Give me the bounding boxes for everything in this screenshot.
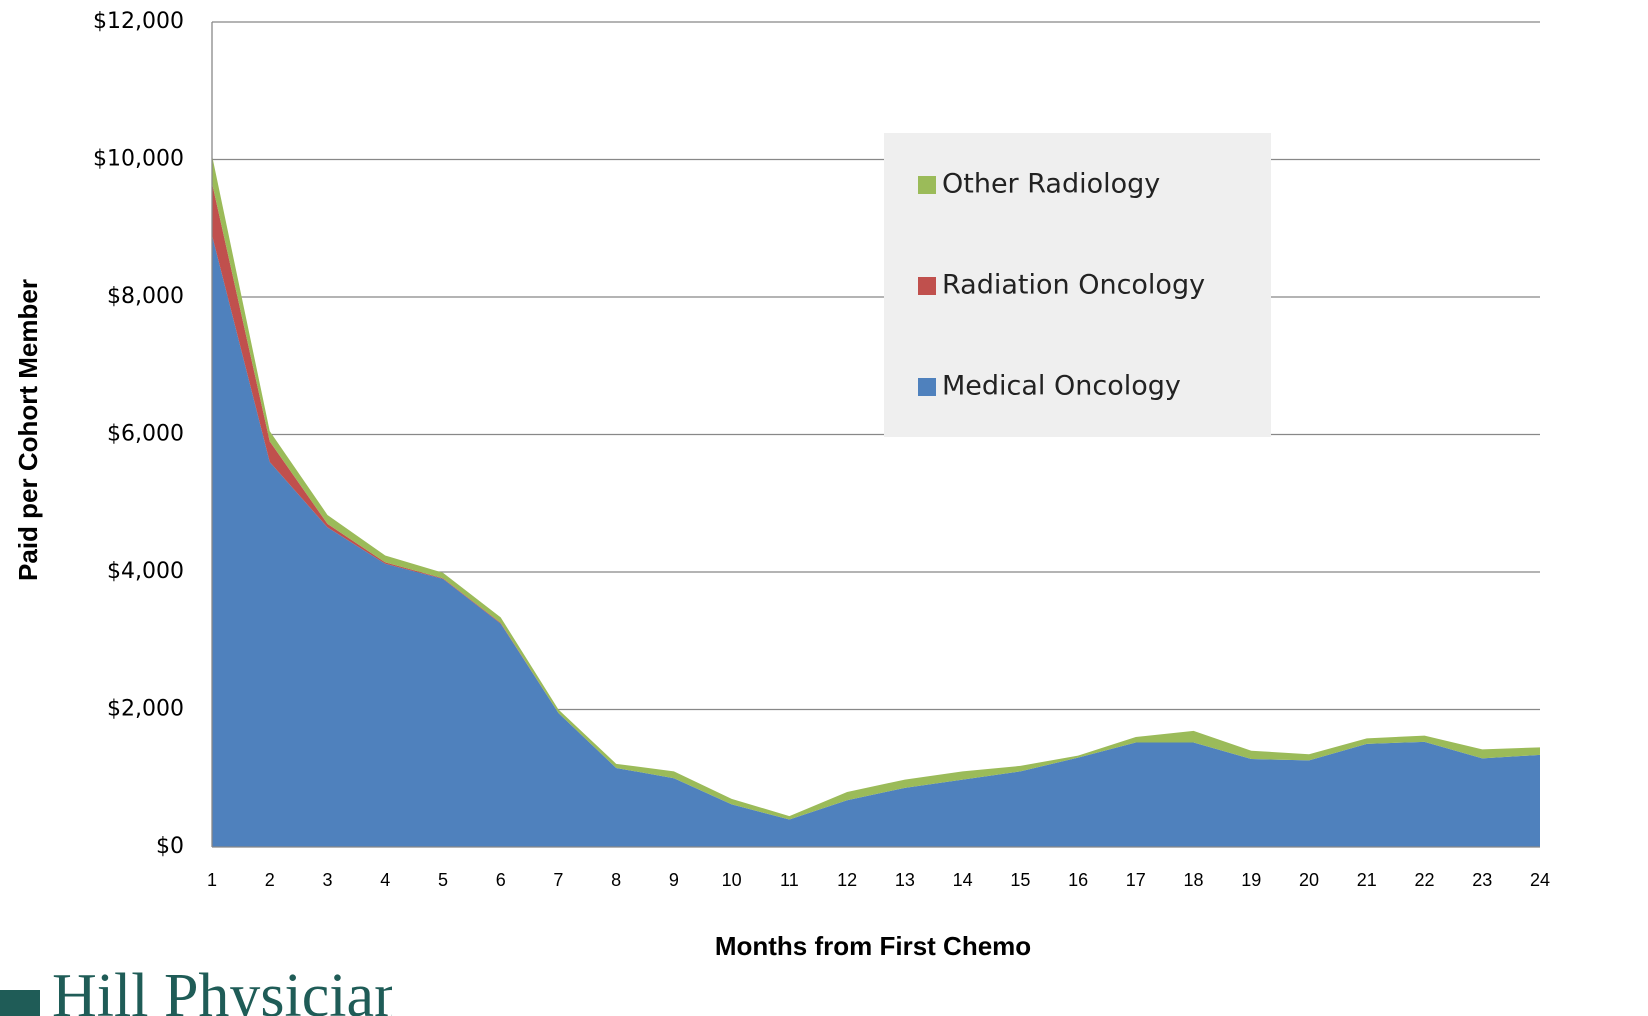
x-tick-label: 24 <box>1530 870 1550 890</box>
x-tick-label: 16 <box>1068 870 1088 890</box>
x-tick-label: 10 <box>722 870 742 890</box>
x-tick-label: 4 <box>380 870 390 890</box>
y-tick-label: $10,000 <box>93 147 184 172</box>
x-tick-label: 20 <box>1299 870 1319 890</box>
y-tick-label: $4,000 <box>107 559 184 584</box>
x-tick-label: 12 <box>837 870 857 890</box>
y-tick-label: $0 <box>156 834 184 859</box>
y-axis-label: Paid per Cohort Member <box>13 279 43 581</box>
x-tick-label: 19 <box>1241 870 1261 890</box>
y-tick-label: $2,000 <box>107 697 184 722</box>
x-tick-label: 17 <box>1126 870 1146 890</box>
x-tick-label: 15 <box>1010 870 1030 890</box>
area <box>212 235 1540 847</box>
x-tick-label: 21 <box>1357 870 1377 890</box>
x-tick-label: 3 <box>322 870 332 890</box>
x-tick-label: 8 <box>611 870 621 890</box>
legend-swatch <box>918 378 936 396</box>
legend-swatch <box>918 277 936 295</box>
legend-box <box>884 133 1271 437</box>
x-tick-label: 9 <box>669 870 679 890</box>
x-axis-label: Months from First Chemo <box>715 931 1031 961</box>
x-tick-label: 11 <box>780 870 799 890</box>
legend-label: Radiation Oncology <box>942 270 1205 301</box>
x-tick-label: 5 <box>438 870 448 890</box>
x-tick-label: 7 <box>553 870 563 890</box>
legend-label: Medical Oncology <box>942 371 1181 402</box>
y-tick-label: $8,000 <box>107 284 184 309</box>
y-tick-label: $12,000 <box>93 9 184 34</box>
x-tick-label: 2 <box>265 870 275 890</box>
x-tick-label: 6 <box>496 870 506 890</box>
x-tick-label: 18 <box>1184 870 1204 890</box>
y-tick-label: $6,000 <box>107 422 184 447</box>
logo-mark <box>0 990 40 1016</box>
x-tick-label: 14 <box>953 870 973 890</box>
legend-label: Other Radiology <box>942 169 1160 200</box>
x-tick-label: 13 <box>895 870 915 890</box>
x-tick-label: 22 <box>1415 870 1435 890</box>
x-tick-label: 1 <box>207 870 217 890</box>
legend-swatch <box>918 176 936 194</box>
logo-text: Hill Physicians <box>52 962 429 1016</box>
x-tick-label: 23 <box>1472 870 1492 890</box>
